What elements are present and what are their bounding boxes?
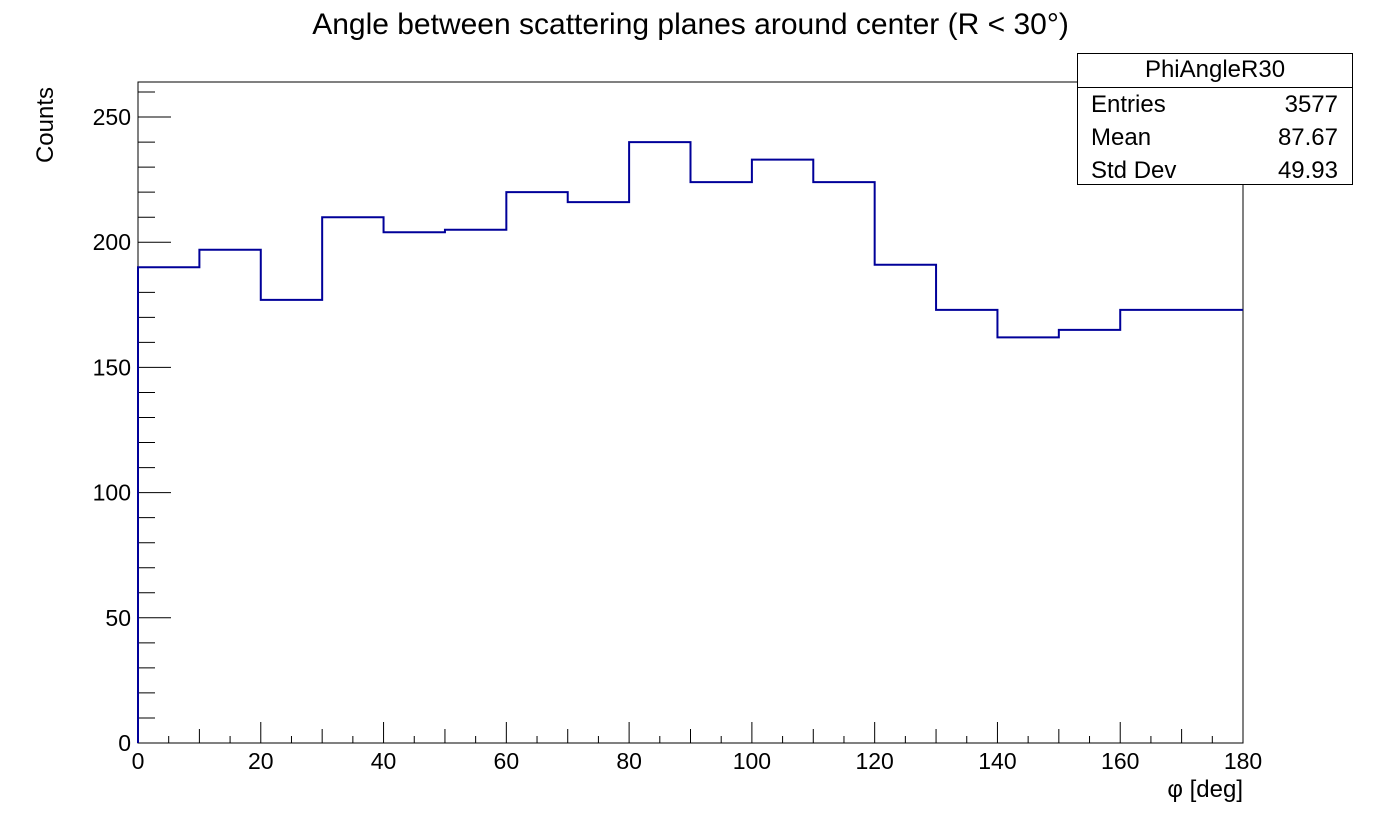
histogram-bin [1120,310,1181,743]
stats-box: PhiAngleR30 Entries 3577 Mean 87.67 Std … [1077,53,1353,185]
x-tick-label: 0 [132,748,145,774]
histogram-bin [936,310,997,743]
histogram-bin [691,182,752,743]
x-tick-label: 20 [248,748,274,774]
histogram-bin [997,337,1058,743]
y-axis-label: Counts [32,86,59,164]
x-tick-label: 120 [855,748,893,774]
x-tick-label: 180 [1224,748,1262,774]
histogram-bin [322,217,383,743]
histogram-bin [445,230,506,743]
y-tick-label: 250 [93,104,131,130]
stats-label: Entries [1091,91,1166,118]
x-tick-label: 80 [616,748,642,774]
histogram-bin [875,265,936,743]
stats-row-mean: Mean 87.67 [1078,121,1352,154]
histogram-bin [199,250,260,743]
x-tick-label: 100 [733,748,771,774]
histogram-bin [813,182,874,743]
stats-value: 3577 [1284,91,1338,118]
histogram-bin [1059,330,1120,743]
histogram-bin [506,192,567,743]
y-axis: 0 50 100 150 200 250 [93,91,171,756]
y-tick-label: 150 [93,354,131,380]
x-tick-label: 160 [1101,748,1139,774]
stats-row-entries: Entries 3577 [1078,88,1352,121]
stats-value: 87.67 [1277,124,1338,151]
histogram-bin [138,267,199,743]
stats-label: Mean [1091,124,1152,151]
x-tick-label: 40 [371,748,397,774]
y-tick-label: 0 [118,730,131,756]
x-tick-label: 60 [494,748,520,774]
histogram-bin [384,232,445,743]
histogram-bin [629,142,690,743]
x-axis: 0 20 40 60 80 100 120 140 160 180 [132,722,1262,774]
y-tick-label: 200 [93,229,131,255]
histogram-bin [261,300,322,743]
histogram-bin [752,160,813,743]
histogram-bin [568,202,629,743]
y-tick-label: 50 [105,605,131,631]
stats-value: 49.93 [1277,157,1338,184]
chart-title: Angle between scattering planes around c… [312,8,1069,41]
y-tick-label: 100 [93,480,131,506]
histogram-line [137,141,1243,743]
stats-label: Std Dev [1091,157,1177,184]
histogram-bin [1182,310,1243,743]
x-axis-label: φ [deg] [1167,776,1243,803]
x-tick-label: 140 [978,748,1016,774]
stats-box-title: PhiAngleR30 [1078,54,1352,88]
stats-row-std-dev: Std Dev 49.93 [1078,154,1352,187]
